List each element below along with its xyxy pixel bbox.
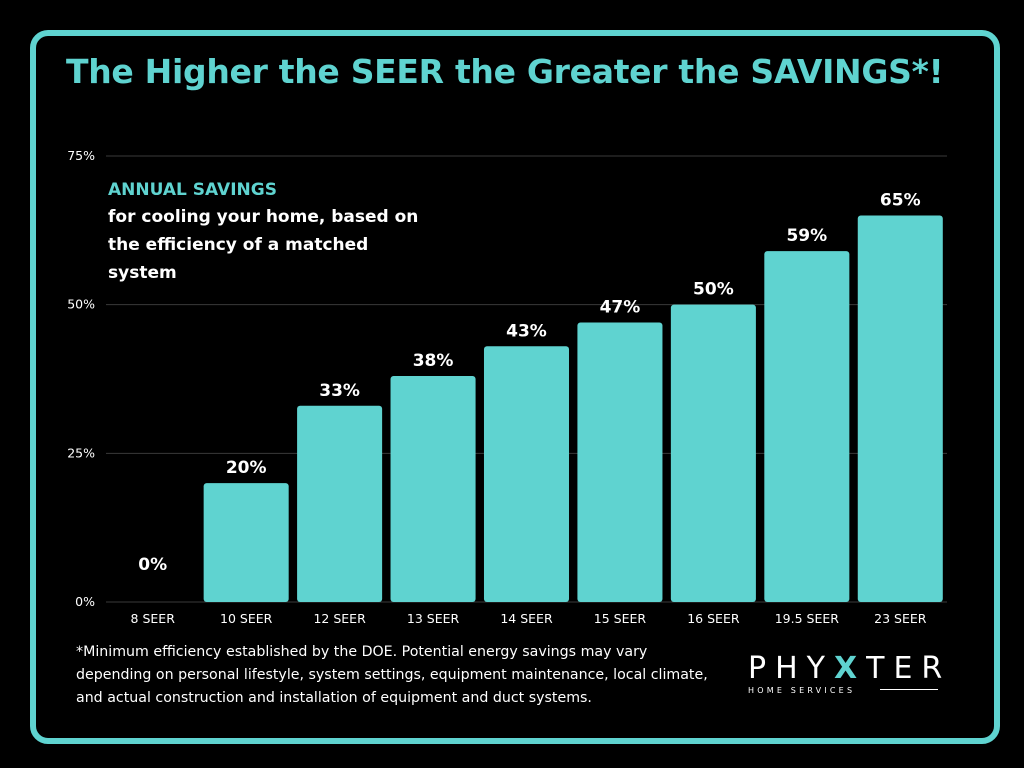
data-label: 50% bbox=[693, 280, 734, 300]
bar bbox=[577, 322, 663, 602]
data-label: 0% bbox=[138, 555, 167, 575]
x-tick-label: 12 SEER bbox=[313, 611, 366, 626]
y-tick-label: 25% bbox=[67, 445, 95, 460]
logo-tagline: HOME SERVICES bbox=[748, 686, 856, 695]
logo-underline bbox=[880, 689, 938, 690]
y-axis-ticks: 0% 25% 50% 75% bbox=[67, 148, 95, 609]
x-tick-label: 23 SEER bbox=[874, 611, 927, 626]
bar bbox=[203, 483, 289, 602]
bar bbox=[764, 251, 850, 602]
y-tick-label: 75% bbox=[67, 148, 95, 163]
subtitle-heading: ANNUAL SAVINGS bbox=[108, 180, 277, 200]
data-label: 59% bbox=[786, 226, 827, 246]
bar bbox=[483, 346, 570, 602]
bar bbox=[297, 405, 383, 602]
x-tick-label: 16 SEER bbox=[687, 611, 740, 626]
logo-x-mark: X bbox=[833, 651, 867, 686]
bar bbox=[857, 215, 943, 602]
x-tick-label: 8 SEER bbox=[131, 611, 176, 626]
subtitle-text: for cooling your home, based on the effi… bbox=[108, 207, 419, 283]
footnote: *Minimum efficiency established by the D… bbox=[76, 644, 708, 706]
page-title: The Higher the SEER the Greater the SAVI… bbox=[66, 52, 944, 91]
x-axis-ticks: 8 SEER 10 SEER 12 SEER 13 SEER 14 SEER 15 SEE… bbox=[131, 611, 927, 626]
logo-word-part-b: TER bbox=[866, 651, 952, 686]
data-label: 47% bbox=[600, 298, 641, 318]
x-tick-label: 19.5 SEER bbox=[775, 611, 840, 626]
bar bbox=[390, 376, 476, 602]
data-label: 65% bbox=[880, 190, 921, 210]
data-label: 43% bbox=[506, 321, 547, 341]
x-tick-label: 10 SEER bbox=[220, 611, 273, 626]
chart-subtitle: ANNUAL SAVINGS for cooling your home, ba… bbox=[108, 177, 438, 287]
y-tick-label: 50% bbox=[67, 297, 95, 312]
x-tick-label: 15 SEER bbox=[594, 611, 647, 626]
company-logo: PHYXTER HOME SERVICES bbox=[748, 652, 943, 697]
data-label: 38% bbox=[413, 351, 454, 371]
data-labels: 0% 20% 33% 38% 43% 47% 50% 59% 65% bbox=[138, 190, 920, 575]
bars bbox=[203, 215, 943, 602]
x-tick-label: 13 SEER bbox=[407, 611, 460, 626]
bar bbox=[670, 304, 756, 602]
y-tick-label: 0% bbox=[75, 594, 95, 609]
logo-wordmark: PHYXTER bbox=[748, 652, 943, 686]
x-tick-label: 14 SEER bbox=[500, 611, 553, 626]
data-label: 20% bbox=[226, 458, 267, 478]
data-label: 33% bbox=[319, 381, 360, 401]
logo-word-part-a: PHY bbox=[748, 651, 834, 686]
